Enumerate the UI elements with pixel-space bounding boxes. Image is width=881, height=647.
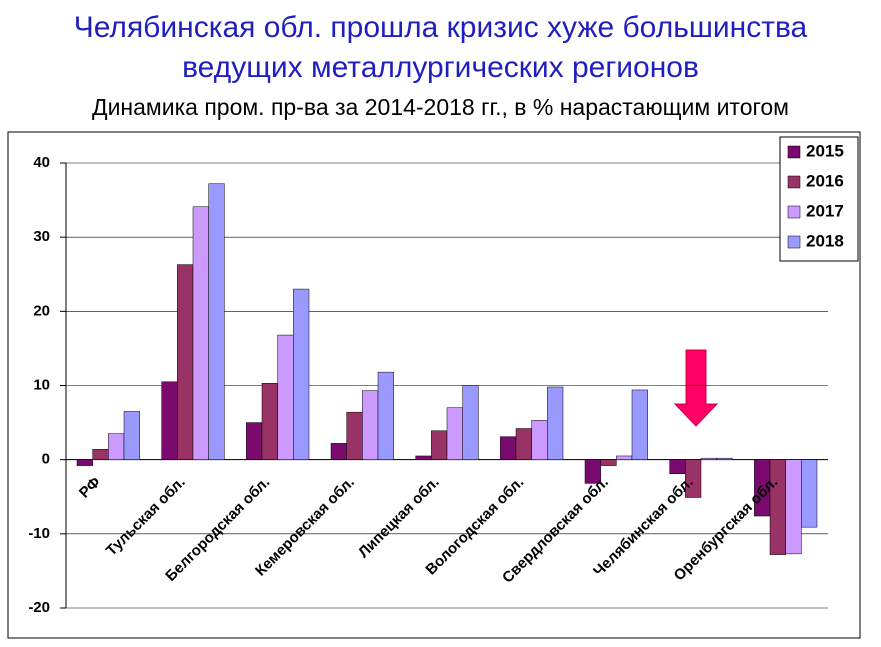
bar xyxy=(108,433,125,460)
y-tick-label: 10 xyxy=(33,376,50,393)
bar xyxy=(192,206,209,460)
bar xyxy=(685,459,702,498)
bar xyxy=(515,428,532,460)
bar xyxy=(631,389,648,460)
bar xyxy=(92,449,109,460)
x-tick-label: РФ xyxy=(76,473,104,501)
bar xyxy=(700,457,717,460)
bar xyxy=(346,411,363,460)
bar xyxy=(769,459,786,555)
y-tick-label: -20 xyxy=(28,599,50,616)
y-tick-label: 0 xyxy=(42,451,50,468)
bar xyxy=(277,334,294,460)
bar xyxy=(362,390,379,460)
arrow xyxy=(673,349,719,427)
chart-title: Челябинская обл. прошла кризис хуже боль… xyxy=(73,11,808,84)
x-tick-label: Липецкая обл. xyxy=(355,474,443,562)
legend-swatch xyxy=(787,205,801,219)
y-tick-label: 30 xyxy=(33,228,50,245)
bar xyxy=(785,459,802,555)
bar xyxy=(616,455,633,460)
legend-label: 2016 xyxy=(806,171,844,190)
bar xyxy=(415,455,432,460)
legend-swatch xyxy=(787,175,801,189)
bar xyxy=(208,183,225,460)
bar xyxy=(600,459,617,466)
legend-label: 2015 xyxy=(806,141,844,160)
bar xyxy=(261,383,278,460)
bar xyxy=(584,459,601,484)
bar xyxy=(330,443,347,460)
bar xyxy=(716,457,733,460)
y-tick-label: -10 xyxy=(28,525,50,542)
x-tick-label: Тульская обл. xyxy=(103,474,189,560)
bar xyxy=(801,459,818,528)
bar xyxy=(669,459,686,475)
bar xyxy=(377,371,394,460)
bar xyxy=(462,385,479,460)
bar xyxy=(76,459,93,466)
legend-swatch xyxy=(787,235,801,249)
legend-swatch xyxy=(787,145,801,159)
y-tick-label: 20 xyxy=(33,302,50,319)
chart-frame xyxy=(7,131,861,639)
bar xyxy=(161,381,178,460)
bar xyxy=(177,264,194,460)
bar xyxy=(531,420,548,460)
bar xyxy=(293,288,310,460)
bar xyxy=(500,436,517,460)
bar xyxy=(547,386,564,460)
bar xyxy=(123,411,140,460)
bar xyxy=(446,407,463,460)
chart-subtitle: Динамика пром. пр-ва за 2014-2018 гг., в… xyxy=(92,94,789,120)
legend-label: 2017 xyxy=(806,201,844,220)
y-tick-label: 40 xyxy=(33,154,50,171)
bar xyxy=(431,430,448,460)
legend-label: 2018 xyxy=(806,231,844,250)
bar xyxy=(246,422,263,460)
